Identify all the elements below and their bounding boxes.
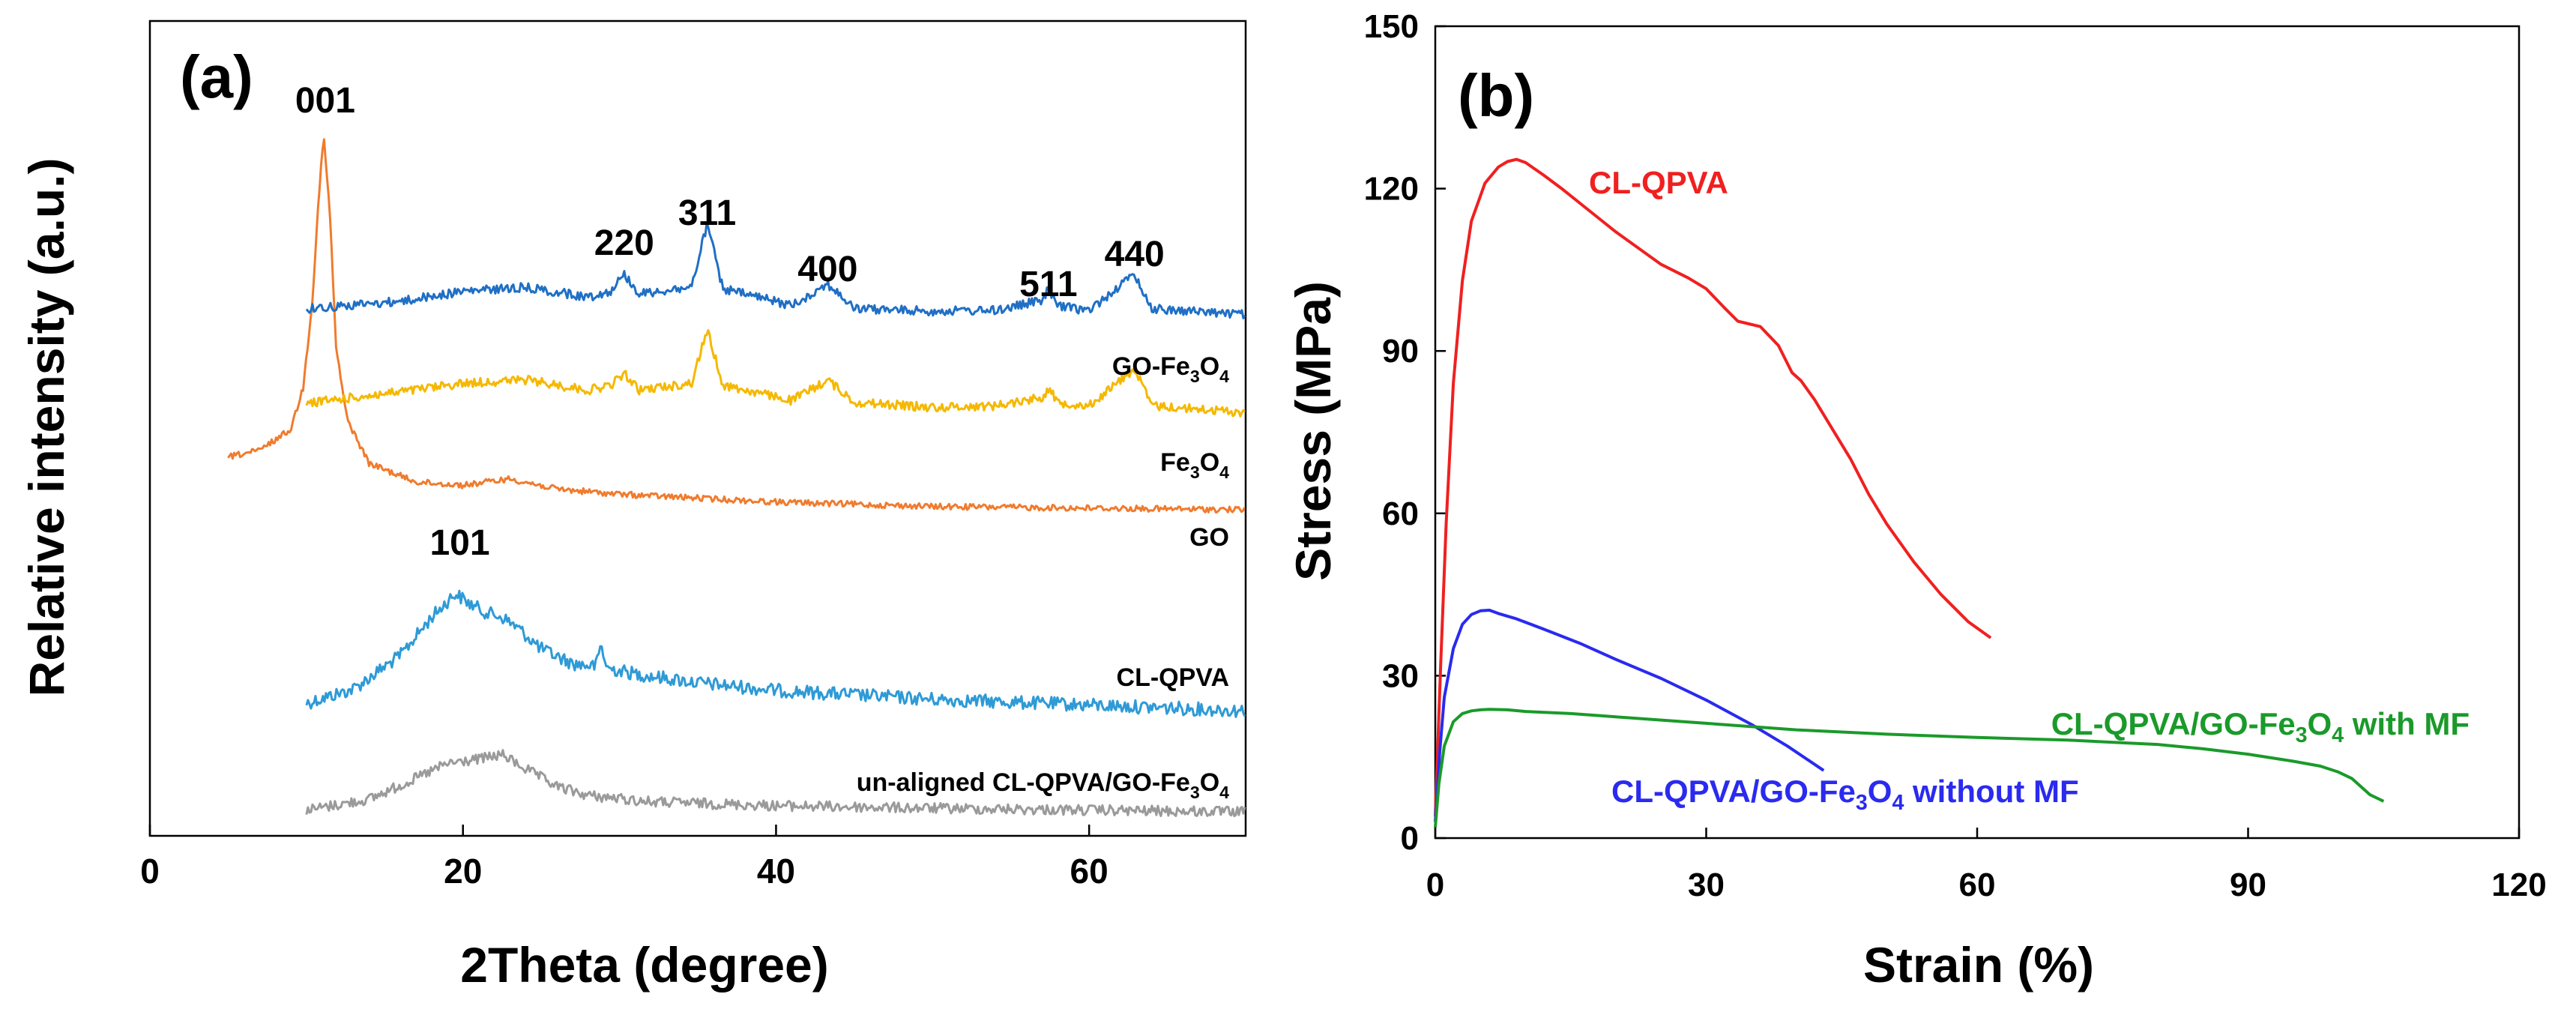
series-label-cl-qpva-go-fe3o4-without-mf: CL-QPVA/GO-Fe3O4 without MF [1611, 774, 2079, 815]
series-line-go-fe3o4 [305, 221, 1246, 319]
series-label-fe3o4: Fe3O4 [1160, 448, 1229, 482]
series-labels-b: CL-QPVA CL-QPVA/GO-Fe3O4 without MF CL-QPV… [1589, 165, 2470, 815]
peak-label-101: 101 [429, 523, 489, 563]
series-line-fe3o4 [305, 329, 1246, 418]
series-labels-a: GO-Fe3O4 Fe3O4 GO CL-QPVA un-aligned CL-QPVA… [857, 352, 1229, 802]
series-line-cl-qpva-go-fe3o4-with-mf [1434, 708, 2385, 828]
axis-ticks-b: 0 30 60 90 120 0 30 60 90 120 150 [1364, 8, 2547, 903]
panel-label-b: (b) [1458, 62, 1534, 129]
series-label-cl-qpva: CL-QPVA [1117, 663, 1229, 692]
xrd-series-group [227, 138, 1246, 818]
y-tick-label-b: 0 [1401, 820, 1419, 857]
x-axis-ticks-a: 0 20 40 60 [140, 825, 1108, 891]
peak-label-440: 440 [1105, 235, 1165, 274]
series-label-cl-qpva-go-fe3o4-with-mf: CL-QPVA/GO-Fe3O4 with MF [2051, 706, 2470, 747]
series-line-cl-qpva-go-fe3o4-without-mf [1434, 609, 1825, 822]
x-tick-label-b: 120 [2491, 867, 2546, 903]
x-tick-label-a: 0 [140, 852, 160, 891]
x-tick-label-a: 40 [757, 852, 795, 891]
peak-label-001: 001 [295, 81, 355, 121]
y-tick-label-b: 90 [1382, 333, 1419, 370]
x-axis-title-a: 2Theta (degree) [460, 937, 828, 993]
series-line-un-aligned-cl-qpva-go-fe3o4 [305, 749, 1246, 818]
series-line-go [227, 138, 1246, 514]
y-tick-label-b: 150 [1364, 8, 1419, 45]
y-tick-label-b: 120 [1364, 171, 1419, 208]
xrd-chart-panel: 0 20 40 60 001 220 311 400 511 440 101 GO-Fe3O4 Fe… [19, 19, 1247, 993]
series-line-cl-qpva [1434, 157, 1992, 817]
x-tick-label-b: 60 [1959, 867, 1996, 903]
series-label-cl-qpva: CL-QPVA [1589, 165, 1728, 200]
stress-strain-series-group [1434, 157, 2385, 828]
y-tick-label-b: 30 [1382, 657, 1419, 694]
plot-frame-a [148, 19, 1247, 837]
series-label-go: GO [1189, 523, 1229, 552]
peak-labels: 001 220 311 400 511 440 101 [295, 81, 1165, 563]
y-axis-title-b: Stress (MPa) [1285, 281, 1341, 581]
peak-label-511: 511 [1019, 265, 1077, 304]
x-axis-title-b: Strain (%) [1863, 937, 2094, 993]
stress-strain-chart-panel: 0 30 60 90 120 0 30 60 90 120 150 CL-QPVA CL-QPVA/G… [1285, 8, 2547, 993]
series-line-cl-qpva [305, 589, 1246, 718]
panel-label-a: (a) [180, 43, 253, 110]
y-tick-label-b: 60 [1382, 496, 1419, 532]
peak-label-220: 220 [594, 223, 654, 263]
series-label-un-aligned-cl-qpva-go-fe3o4: un-aligned CL-QPVA/GO-Fe3O4 [857, 768, 1229, 802]
x-tick-label-a: 20 [444, 852, 482, 891]
y-axis-title-a: Relative intensity (a.u.) [19, 158, 74, 697]
x-tick-label-a: 60 [1070, 852, 1108, 891]
peak-label-400: 400 [797, 250, 857, 289]
x-tick-label-b: 90 [2230, 867, 2266, 903]
x-tick-label-b: 30 [1688, 867, 1725, 903]
x-tick-label-b: 0 [1426, 867, 1444, 903]
series-label-go-fe3o4: GO-Fe3O4 [1112, 352, 1229, 386]
peak-label-311: 311 [678, 193, 736, 233]
